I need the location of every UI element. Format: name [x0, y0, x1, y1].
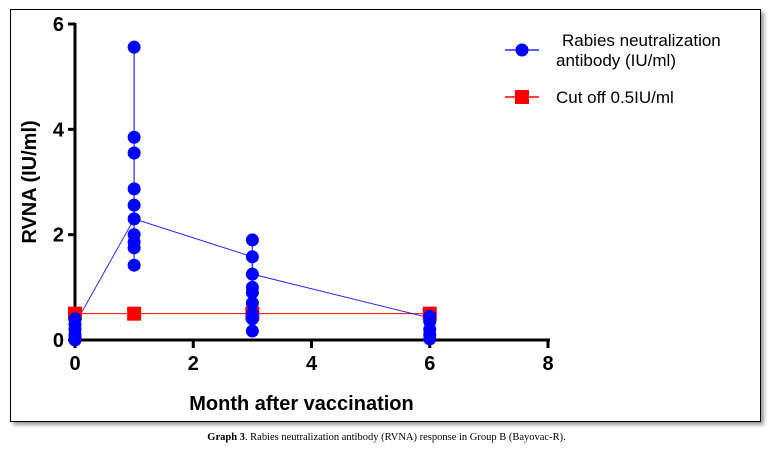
x-tick-label: 4 [306, 353, 318, 375]
antibody-point [245, 250, 259, 264]
antibody-point [127, 182, 141, 196]
legend-antibody-label: Rabies neutralization [562, 31, 721, 50]
antibody-point [127, 198, 141, 212]
antibody-point [127, 146, 141, 160]
legend-antibody-marker [515, 43, 529, 57]
antibody-point [127, 212, 141, 226]
antibody-point [127, 130, 141, 144]
legend-cutoff-label: Cut off 0.5IU/ml [556, 88, 674, 107]
chart: 0 2 4 6 0 2 4 6 8 Month after vaccination RVNA (IU… [19, 14, 721, 415]
x-tick-label: 8 [542, 353, 553, 375]
antibody-point [127, 258, 141, 272]
y-tick-label: 2 [53, 225, 64, 247]
legend-cutoff-marker [515, 90, 529, 104]
x-axis-title: Month after vaccination [189, 393, 413, 415]
antibody-point [423, 332, 437, 346]
antibody-point [68, 333, 82, 347]
antibody-point [245, 286, 259, 300]
x-tick-label: 0 [69, 353, 80, 375]
antibody-point [245, 296, 259, 310]
x-tick-label: 2 [188, 353, 199, 375]
antibody-point [245, 267, 259, 281]
antibody-point [245, 324, 259, 338]
x-tick-label: 6 [424, 353, 435, 375]
legend-antibody-label: antibody (IU/ml) [556, 51, 676, 70]
y-tick-label: 6 [53, 14, 64, 36]
antibody-point [245, 312, 259, 326]
figure-caption: Graph 3. Rabies neutralization antibody … [0, 432, 773, 443]
antibody-point [245, 233, 259, 247]
cutoff-marker [127, 306, 142, 321]
antibody-point [127, 40, 141, 54]
caption-text: . Rabies neutralization antibody (RVNA) … [244, 432, 566, 443]
antibody-point [127, 241, 141, 255]
y-tick-label: 0 [53, 330, 64, 352]
y-axis-title: RVNA (IU/ml) [19, 120, 41, 243]
y-tick-label: 4 [53, 119, 65, 141]
caption-label: Graph 3 [207, 432, 245, 443]
